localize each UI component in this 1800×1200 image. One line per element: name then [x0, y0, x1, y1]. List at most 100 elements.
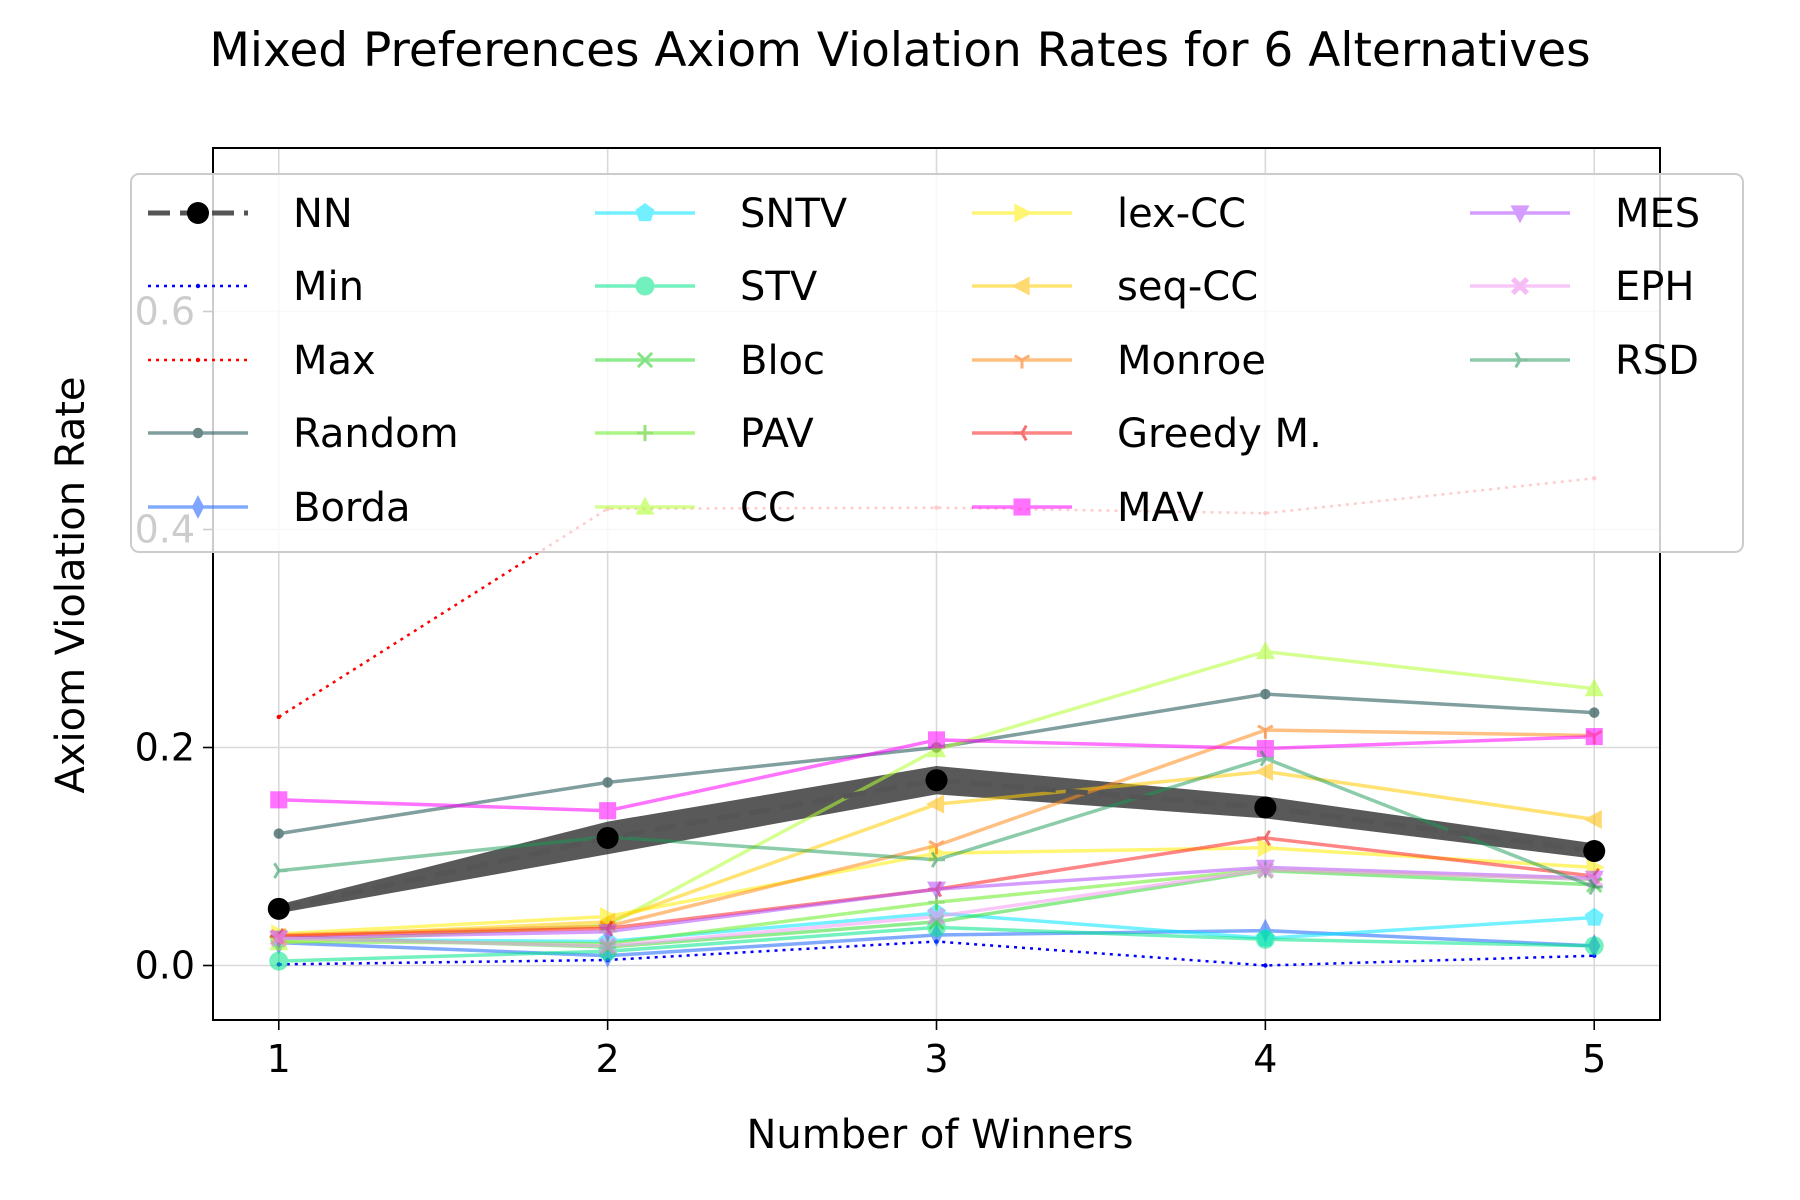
rsd-point	[273, 862, 288, 879]
legend: NN Min Max Random Borda SNTV STV Bloc PAV CC lex-C…	[130, 173, 1744, 553]
legend-label-mav: MAV	[1117, 485, 1204, 531]
rsd-point	[930, 851, 946, 868]
legend-label-monroe: Monroe	[1117, 338, 1266, 384]
legend-marker-stv	[635, 276, 655, 296]
legend-swatch-stv	[595, 276, 695, 296]
series-nn	[267, 769, 1606, 920]
seq-cc-point	[1583, 809, 1602, 829]
series-stv	[269, 917, 1604, 971]
legend-swatch-nn	[148, 202, 248, 224]
random-point	[273, 828, 284, 839]
legend-marker-nn	[187, 202, 209, 224]
legend-marker-monroe	[1013, 354, 1031, 369]
legend-label-random: Random	[293, 411, 459, 457]
legend-entry-max: Max	[148, 338, 376, 384]
legend-marker-cc	[635, 496, 655, 515]
x-tick-label: 3	[924, 1037, 948, 1081]
legend-label-borda: Borda	[293, 485, 411, 531]
legend-swatch-sntv	[595, 203, 695, 222]
legend-entry-seq-cc: seq-CC	[972, 264, 1258, 310]
stv-point	[1584, 936, 1604, 956]
legend-marker-min	[195, 283, 201, 289]
legend-entry-greedy-m: Greedy M.	[972, 411, 1322, 457]
random-point	[1589, 707, 1600, 718]
legend-label-nn: NN	[293, 191, 353, 237]
legend-swatch-greedy-m	[972, 424, 1072, 442]
mes-point	[927, 881, 946, 900]
random-point	[602, 777, 613, 788]
legend-marker-mav	[1013, 498, 1031, 516]
cc-point	[1255, 641, 1275, 660]
cc-point	[1584, 678, 1604, 697]
legend-entry-pav: PAV	[595, 411, 814, 457]
nn-point	[1583, 840, 1606, 863]
nn-point	[925, 769, 948, 792]
legend-entry-rsd: RSD	[1470, 338, 1699, 384]
series-mav	[270, 728, 1603, 820]
monroe-point	[1257, 724, 1274, 739]
legend-swatch-monroe	[972, 354, 1072, 369]
seq-cc-point	[926, 794, 945, 814]
legend-marker-eph	[1510, 276, 1530, 296]
legend-swatch-lex-cc	[972, 203, 1072, 223]
random-point	[1260, 688, 1271, 700]
eph-point	[598, 936, 617, 955]
legend-marker-random	[192, 427, 204, 439]
legend-entry-eph: EPH	[1470, 264, 1694, 310]
chart-title: Mixed Preferences Axiom Violation Rates …	[209, 23, 1590, 78]
lex-cc-point	[1257, 838, 1276, 858]
max-point	[276, 714, 281, 720]
legend-swatch-rsd	[1470, 351, 1570, 369]
stv-point	[1255, 929, 1275, 949]
legend-swatch-eph	[1470, 276, 1570, 296]
legend-label-max: Max	[293, 338, 376, 384]
legend-label-bloc: Bloc	[740, 338, 825, 384]
eph-point	[927, 907, 946, 926]
seq-cc-point	[1254, 761, 1273, 781]
min-point	[1263, 963, 1268, 968]
legend-label-sntv: SNTV	[740, 191, 848, 237]
eph-point	[1256, 860, 1275, 879]
series-layer	[267, 476, 1606, 971]
y-axis-label: Axiom Violation Rate	[48, 376, 94, 793]
legend-swatch-mes	[1470, 205, 1570, 224]
x-tick-label: 4	[1253, 1037, 1277, 1081]
legend-swatch-seq-cc	[972, 276, 1072, 296]
mav-point	[1256, 740, 1274, 758]
legend-entry-min: Min	[148, 264, 364, 310]
legend-swatch-borda	[148, 495, 248, 519]
legend-swatch-cc	[595, 496, 695, 515]
mav-point	[927, 731, 946, 749]
legend-marker-bloc	[636, 351, 654, 369]
legend-marker-greedy-m	[1013, 424, 1028, 442]
legend-label-lex-cc: lex-CC	[1117, 191, 1246, 237]
legend-entry-mav: MAV	[972, 485, 1204, 531]
legend-label-rsd: RSD	[1615, 338, 1699, 384]
legend-entry-bloc: Bloc	[595, 338, 825, 384]
nn-point	[1254, 796, 1277, 819]
y-tick-label: 0.2	[135, 726, 195, 770]
legend-swatch-bloc	[595, 351, 695, 369]
legend-swatch-pav	[595, 424, 695, 442]
legend-entry-nn: NN	[148, 191, 353, 237]
eph-point	[269, 929, 288, 948]
legend-label-seq-cc: seq-CC	[1117, 264, 1258, 310]
legend-marker-rsd	[1514, 351, 1529, 369]
legend-box	[130, 173, 1744, 553]
legend-marker-sntv	[635, 203, 655, 222]
rsd-point	[1588, 878, 1603, 896]
mav-point	[1585, 728, 1603, 746]
legend-marker-borda	[191, 495, 205, 519]
legend-entry-stv: STV	[595, 264, 818, 310]
legend-label-min: Min	[293, 264, 364, 310]
legend-marker-mes	[1510, 205, 1530, 224]
x-tick-label: 5	[1582, 1037, 1606, 1081]
legend-label-greedy-m: Greedy M.	[1117, 411, 1322, 457]
legend-marker-pav	[636, 424, 654, 442]
legend-entry-sntv: SNTV	[595, 191, 848, 237]
rsd-point	[1259, 750, 1274, 767]
series-eph	[269, 860, 1604, 955]
stv-point	[269, 951, 289, 971]
legend-entry-cc: CC	[595, 485, 796, 531]
